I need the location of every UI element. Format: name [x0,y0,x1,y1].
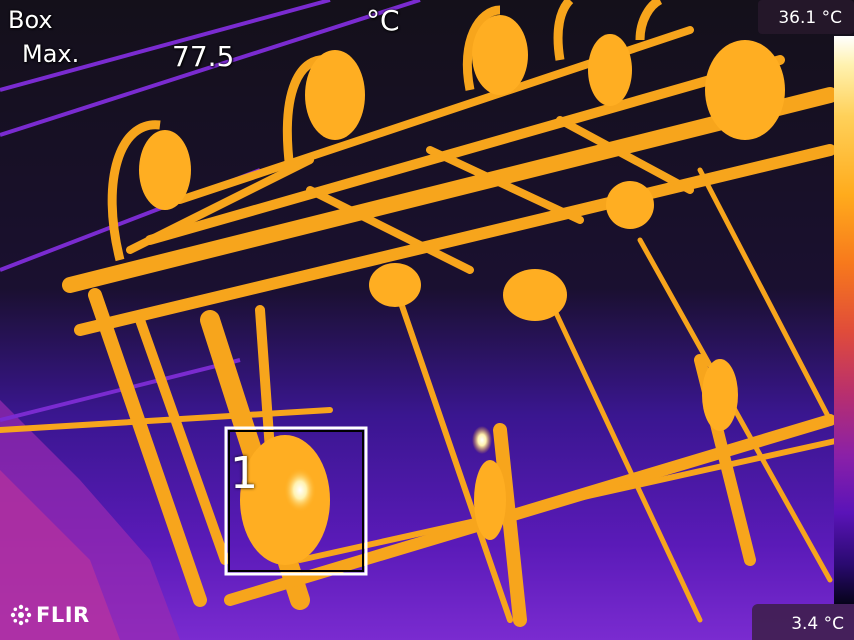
measurement-title: Box [8,6,53,34]
scale-min-value: 3.4 °C [752,604,854,640]
measurement-box [224,426,368,576]
measurement-label: Max. [22,40,80,68]
scale-max-value: 36.1 °C [758,0,854,34]
flir-logo-icon [10,604,32,626]
color-scale-bar [834,36,854,604]
flir-logo-text: FLIR [36,603,90,627]
measurement-value: 77.5 [172,40,235,73]
measurement-unit: °C [366,4,400,37]
flir-logo: FLIR [10,602,90,628]
box-number-label: 1 [230,448,258,499]
